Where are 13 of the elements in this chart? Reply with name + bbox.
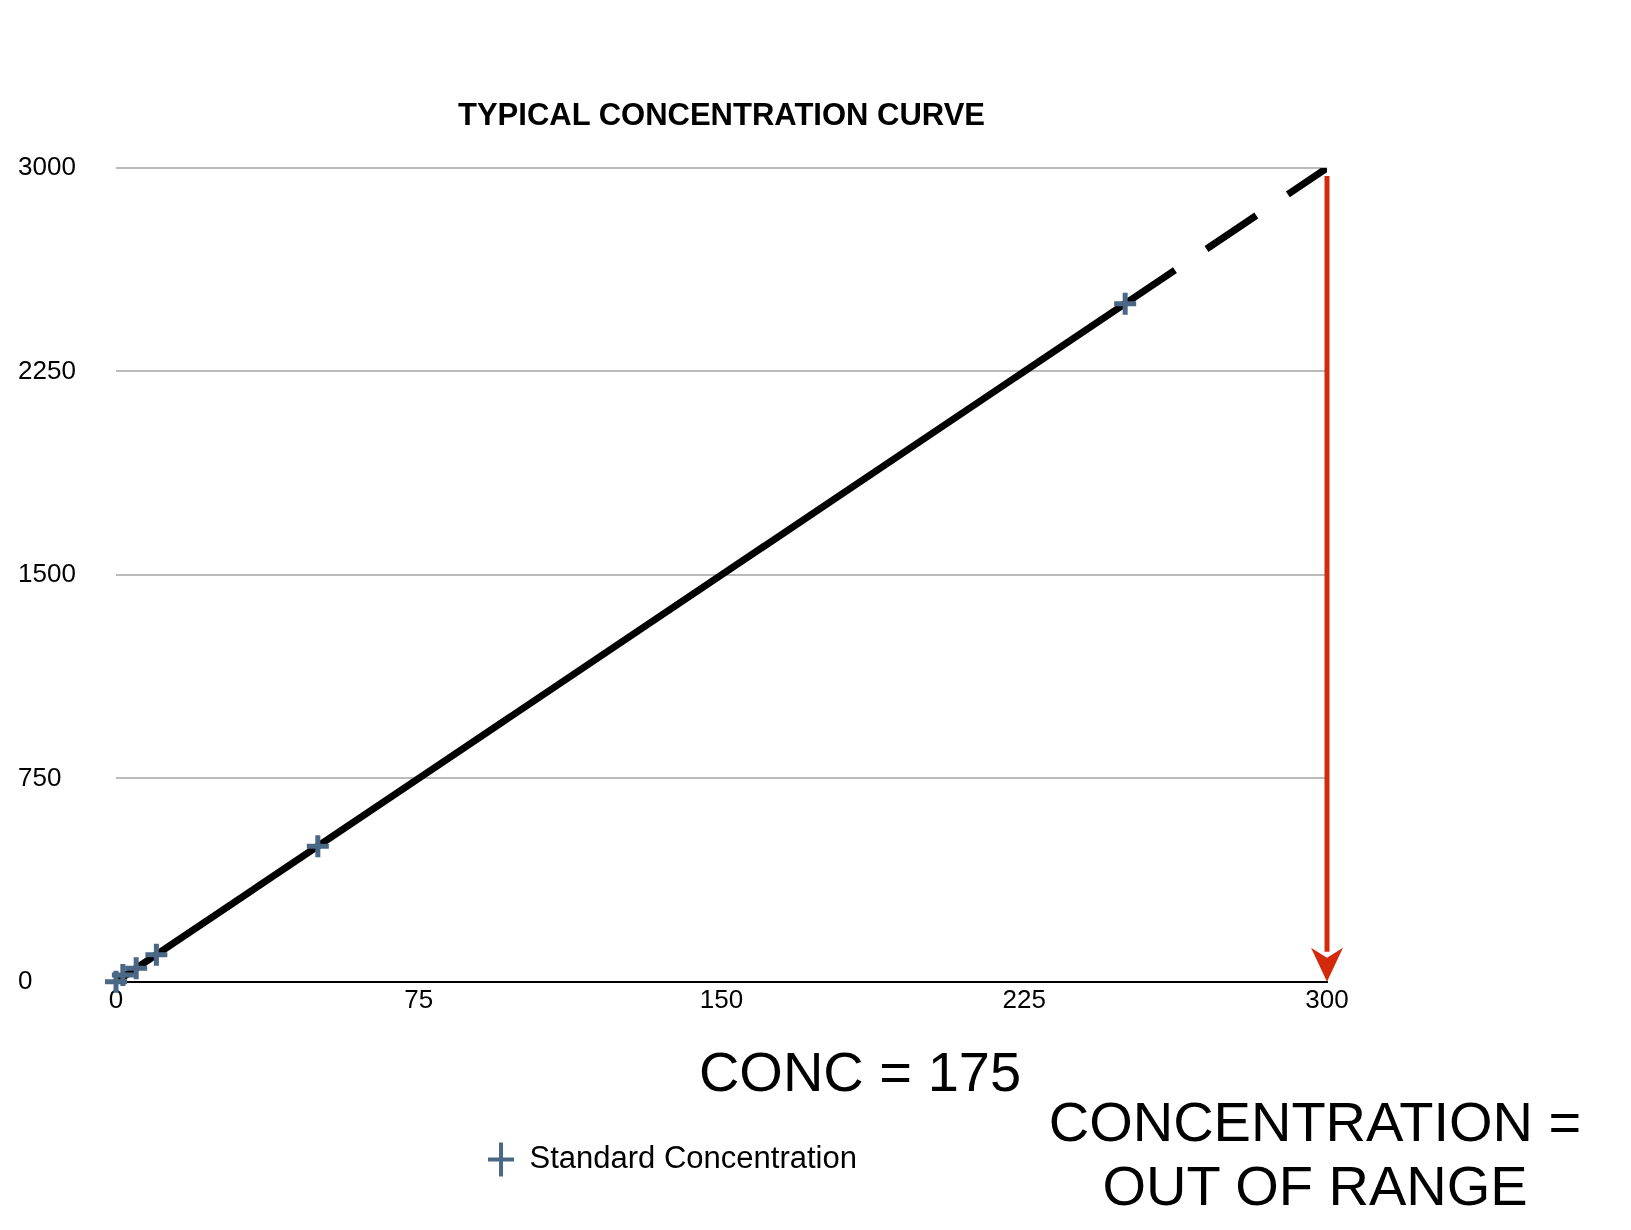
legend-label: Standard Concentration	[529, 1140, 857, 1176]
y-tick-label: 3000	[18, 151, 76, 182]
chart-title: TYPICAL CONCENTRATION CURVE	[457, 96, 986, 132]
y-tick-label: 0	[18, 964, 33, 995]
x-tick-label: 300	[1305, 983, 1349, 1014]
x-tick-label: 150	[699, 983, 744, 1014]
y-tick-label: 750	[18, 761, 62, 792]
y-tick-label: 1500	[18, 558, 76, 589]
x-tick-label: 225	[1002, 983, 1046, 1014]
text: CONCENTRATION = OUT OF RANGE	[1048, 1090, 1582, 1218]
x-tick-label: 75	[404, 983, 434, 1014]
text: CONC = 175	[698, 1040, 1022, 1103]
y-tick-label: 2250	[18, 354, 76, 385]
